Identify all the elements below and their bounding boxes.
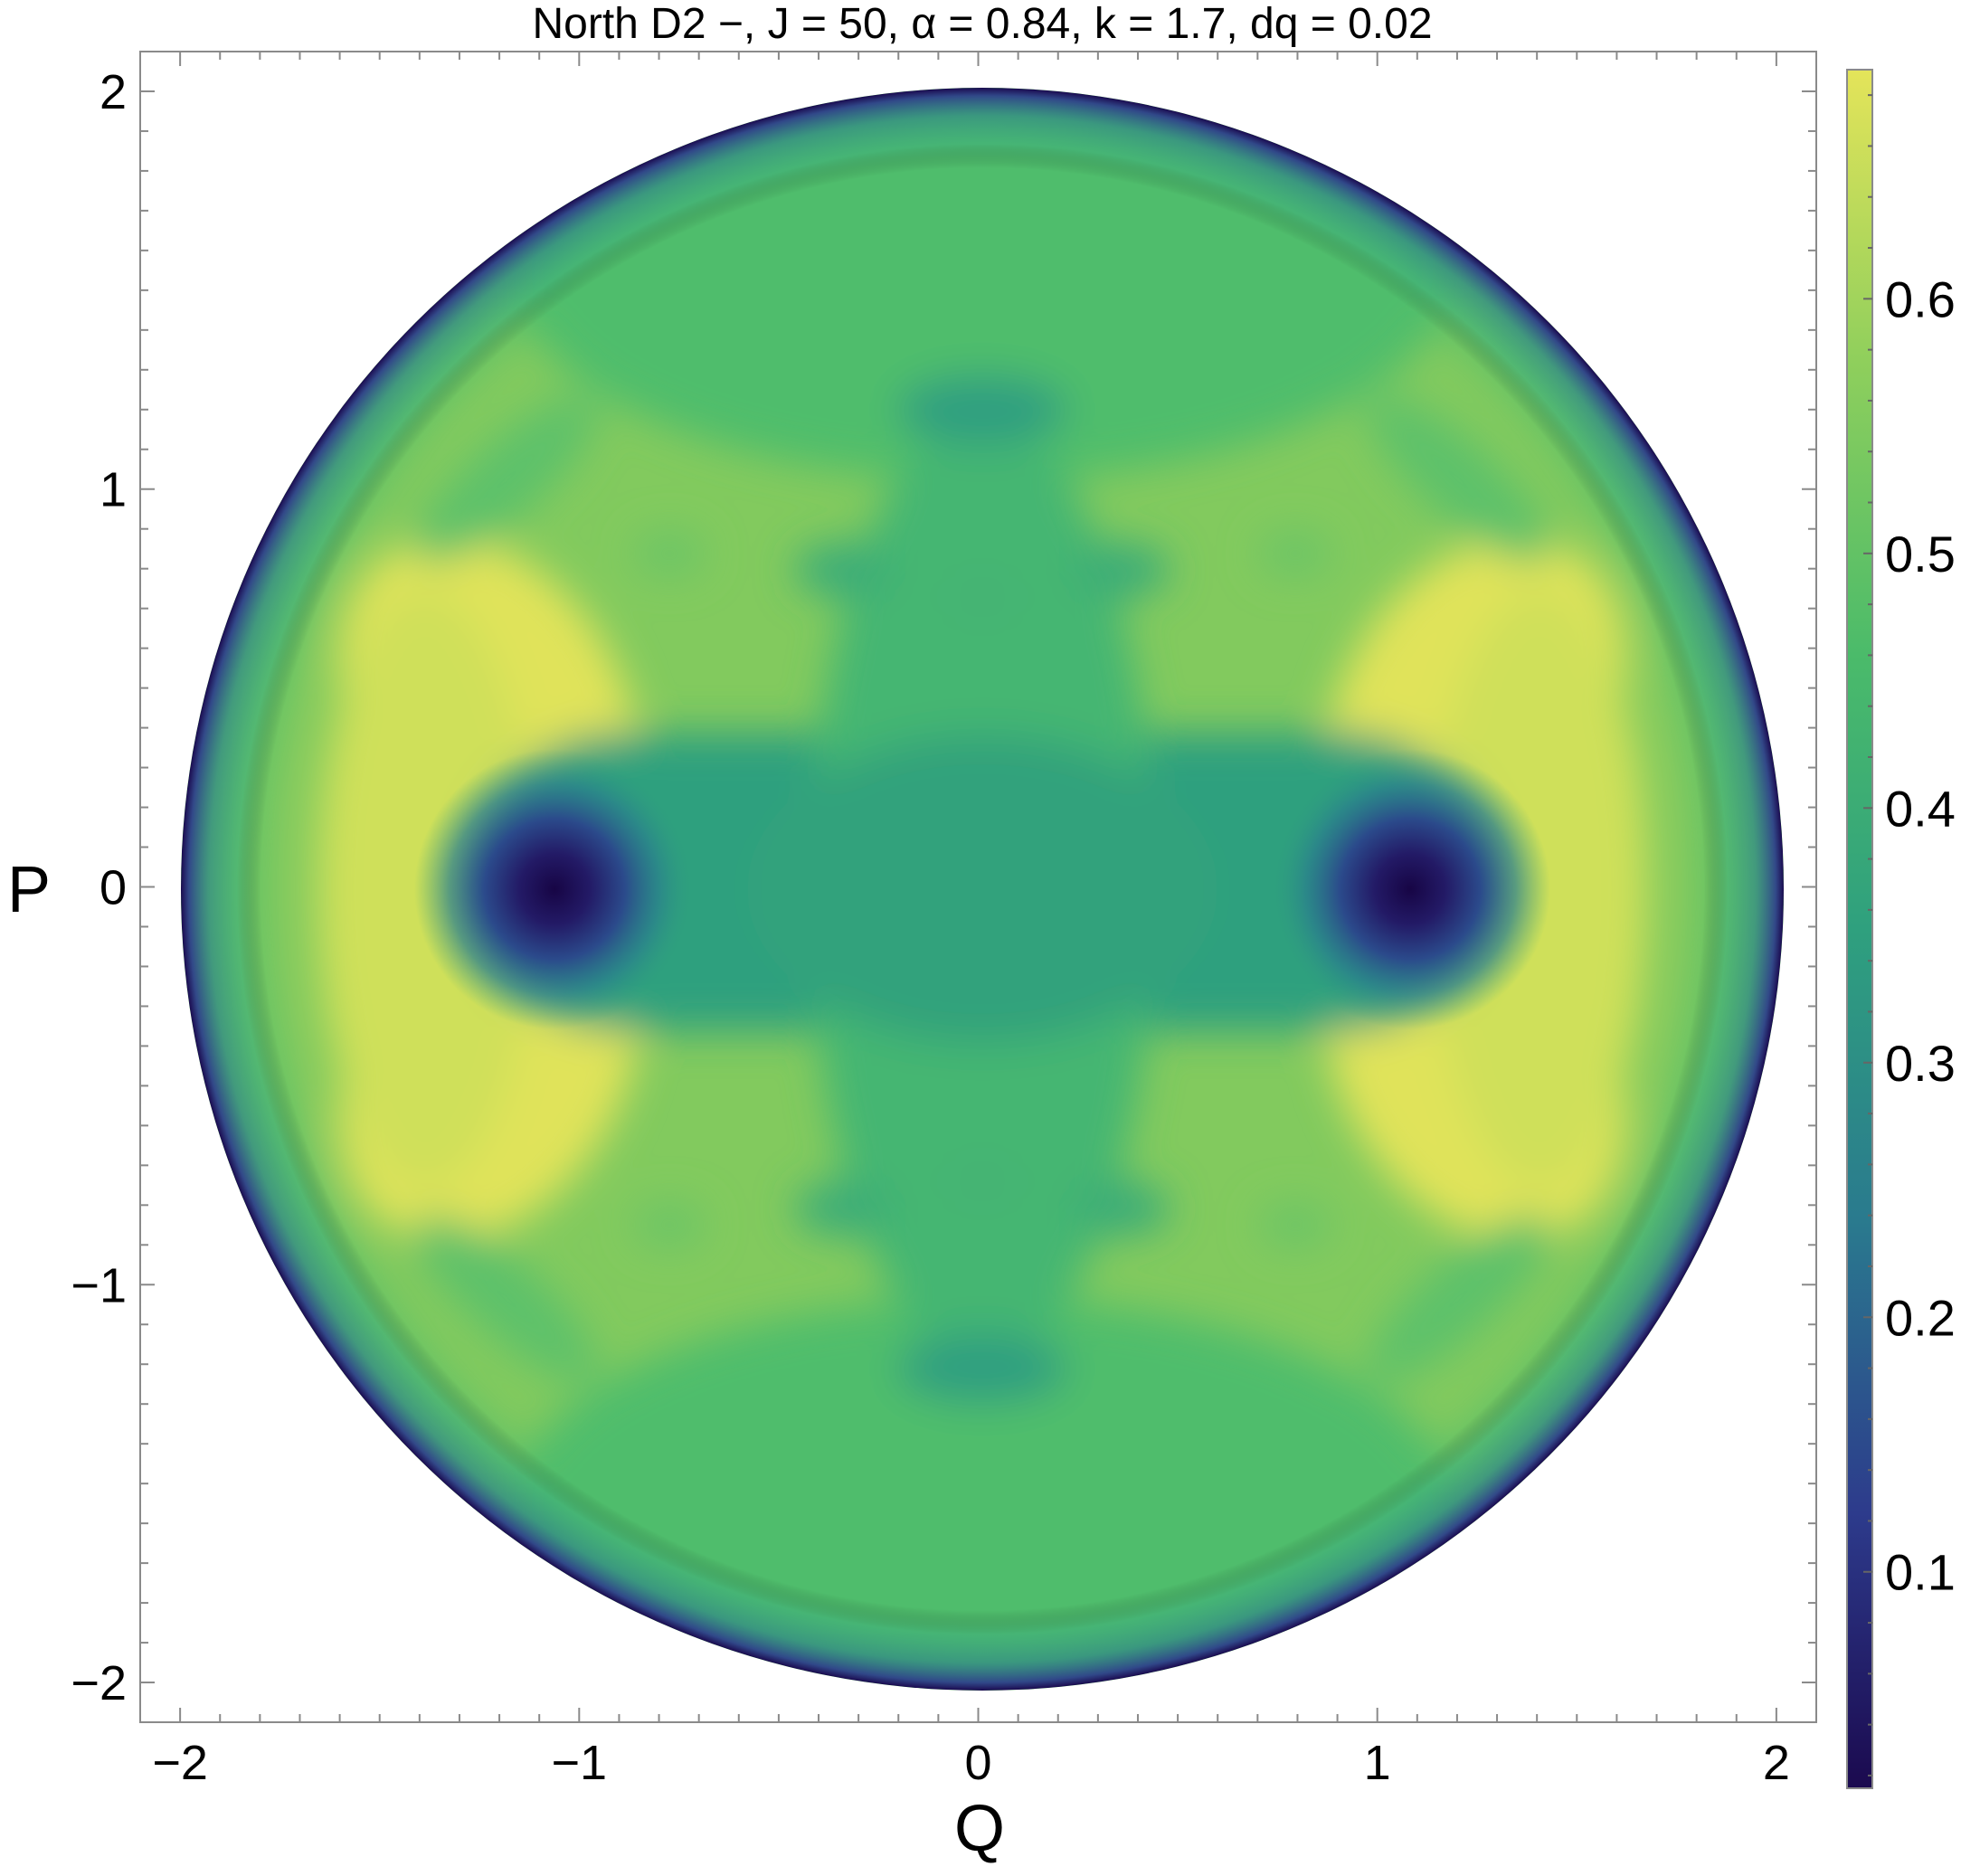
- y-tick-label: −2: [71, 1656, 127, 1710]
- colorbar-tick-label: 0.4: [1885, 780, 1956, 837]
- y-tick-label: 0: [99, 861, 127, 915]
- colorbar-tick-label: 0.3: [1885, 1035, 1956, 1092]
- axes: −2 −1 0 1 2 −2 −1 0 1 2: [71, 52, 1816, 1790]
- heatmap-field: [181, 88, 1784, 1691]
- y-tick-label: 2: [99, 65, 127, 119]
- y-tick-label: −1: [71, 1258, 127, 1312]
- colorbar-tick-label: 0.1: [1885, 1544, 1956, 1601]
- colorbar: 0.1 0.2 0.3 0.4 0.5 0.6: [1846, 69, 1956, 1789]
- x-axis-label: Q: [954, 1793, 1005, 1865]
- y-axis-label: P: [7, 854, 51, 926]
- x-tick-label: 2: [1763, 1736, 1790, 1790]
- colorbar-tick-label: 0.2: [1885, 1289, 1956, 1346]
- x-tick-label: 1: [1364, 1736, 1391, 1790]
- x-tick-label: −2: [152, 1736, 208, 1790]
- colorbar-ticks: 0.1 0.2 0.3 0.4 0.5 0.6: [1863, 94, 1956, 1777]
- colorbar-tick-label: 0.6: [1885, 270, 1956, 327]
- y-tick-label: 1: [99, 463, 127, 517]
- colorbar-tick-label: 0.5: [1885, 526, 1956, 583]
- x-tick-label: 0: [964, 1736, 991, 1790]
- chart-title: North D2 −, J = 50, α = 0.84, k = 1.7, d…: [532, 0, 1432, 48]
- x-tick-label: −1: [552, 1736, 608, 1790]
- colorbar-gradient: [1846, 69, 1873, 1789]
